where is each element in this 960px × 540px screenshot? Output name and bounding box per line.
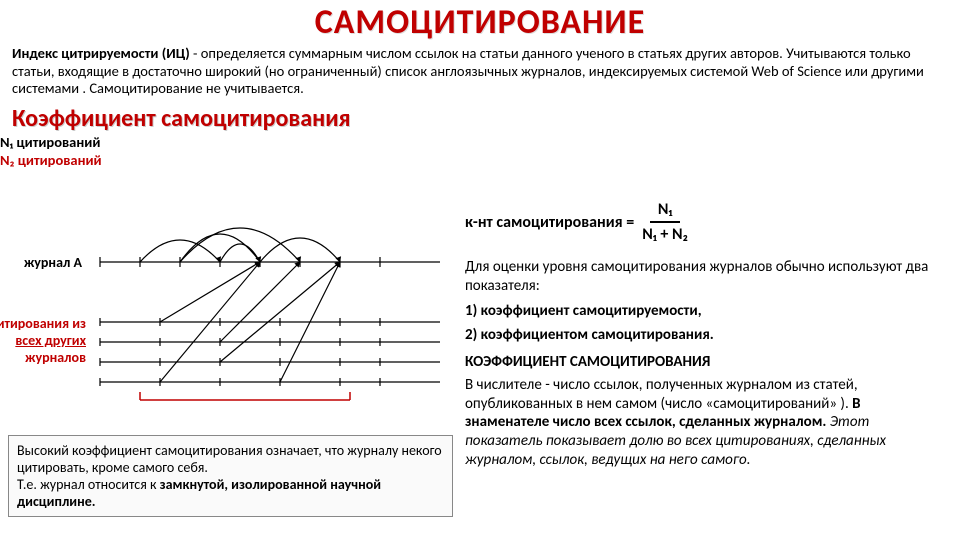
bottom-t2: Т.е. журнал относится к замкнутой, изоли… [17, 476, 381, 510]
subheading: Коэффициент самоцитирования [0, 102, 960, 133]
citation-diagram [90, 222, 470, 422]
other-journals-3: журналов [25, 349, 86, 366]
right-p1: Для оценки уровня самоцитирования журнал… [465, 258, 947, 296]
right-p2: В числителе - число ссылок, полученных ж… [465, 376, 947, 470]
section-title: КОЭФФИЦИЕНТ САМОЦИТИРОВАНИЯ [465, 353, 947, 372]
main-title: САМОЦИТИРОВАНИЕ [0, 0, 960, 43]
formula-denominator: N₁ + N₂ [642, 223, 688, 244]
intro-paragraph: Индекс цитрируемости (ИЦ) - определяется… [0, 43, 960, 102]
other-journals-1: цитирования из [0, 315, 86, 332]
n1-label: N₁ цитирований [0, 133, 960, 151]
bottom-t1: Высокий коэффициент самоцитирования озна… [17, 442, 442, 476]
right-column: к-нт самоцитирования = N₁ N₁ + N₂ Для оц… [465, 190, 955, 476]
formula-lhs: к-нт самоцитирования = [465, 213, 634, 232]
n2-label: N₂ цитирований [0, 151, 960, 169]
intro-bold: Индекс цитрируемости (ИЦ) [12, 44, 190, 62]
formula: к-нт самоцитирования = N₁ N₁ + N₂ [465, 190, 955, 258]
right-li1: 1) коэффициент самоцитируемости, [465, 302, 947, 321]
other-journals-2: всех других [15, 332, 86, 349]
formula-numerator: N₁ [650, 200, 681, 223]
bottom-note: Высокий коэффициент самоцитирования озна… [8, 435, 453, 517]
journal-a-label: журнал А [4, 254, 82, 271]
right-li2: 2) коэффициентом самоцитирования. [465, 326, 947, 345]
